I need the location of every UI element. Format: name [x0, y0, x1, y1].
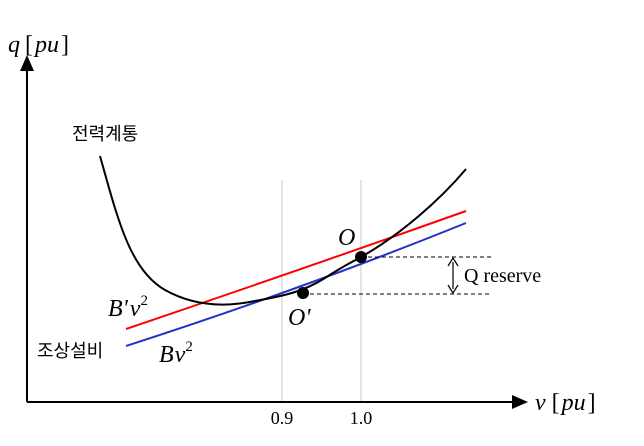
x-axis-label: v [pu]	[535, 390, 596, 416]
reserve-arrow-down-icon	[447, 284, 459, 295]
q-reserve-label: Q reserve	[464, 265, 541, 287]
point-label-o-prime: O'	[288, 305, 311, 331]
compensator-curve-b-prime-v2	[125, 210, 467, 330]
power-system-label: 전력계통	[72, 124, 138, 145]
operating-point-o	[355, 251, 367, 263]
x-tick-label: 1.0	[350, 408, 373, 428]
x-tick-label: 0.9	[271, 408, 294, 428]
reserve-arrow-up-icon	[447, 256, 459, 267]
operating-point-o-prime	[297, 287, 309, 299]
y-axis-arrow-icon	[20, 55, 34, 71]
x-axis-arrow-icon	[512, 395, 528, 409]
point-label-o: O	[338, 225, 355, 251]
y-axis-label: q [pu]	[8, 32, 69, 58]
compensator-device-label: 조상설비	[37, 341, 103, 362]
bv2-label: Bv2	[159, 339, 193, 368]
compensator-curve-bv2	[125, 222, 467, 347]
power-system-curve	[99, 155, 467, 306]
b-prime-v2-label: B'v2	[108, 293, 148, 322]
